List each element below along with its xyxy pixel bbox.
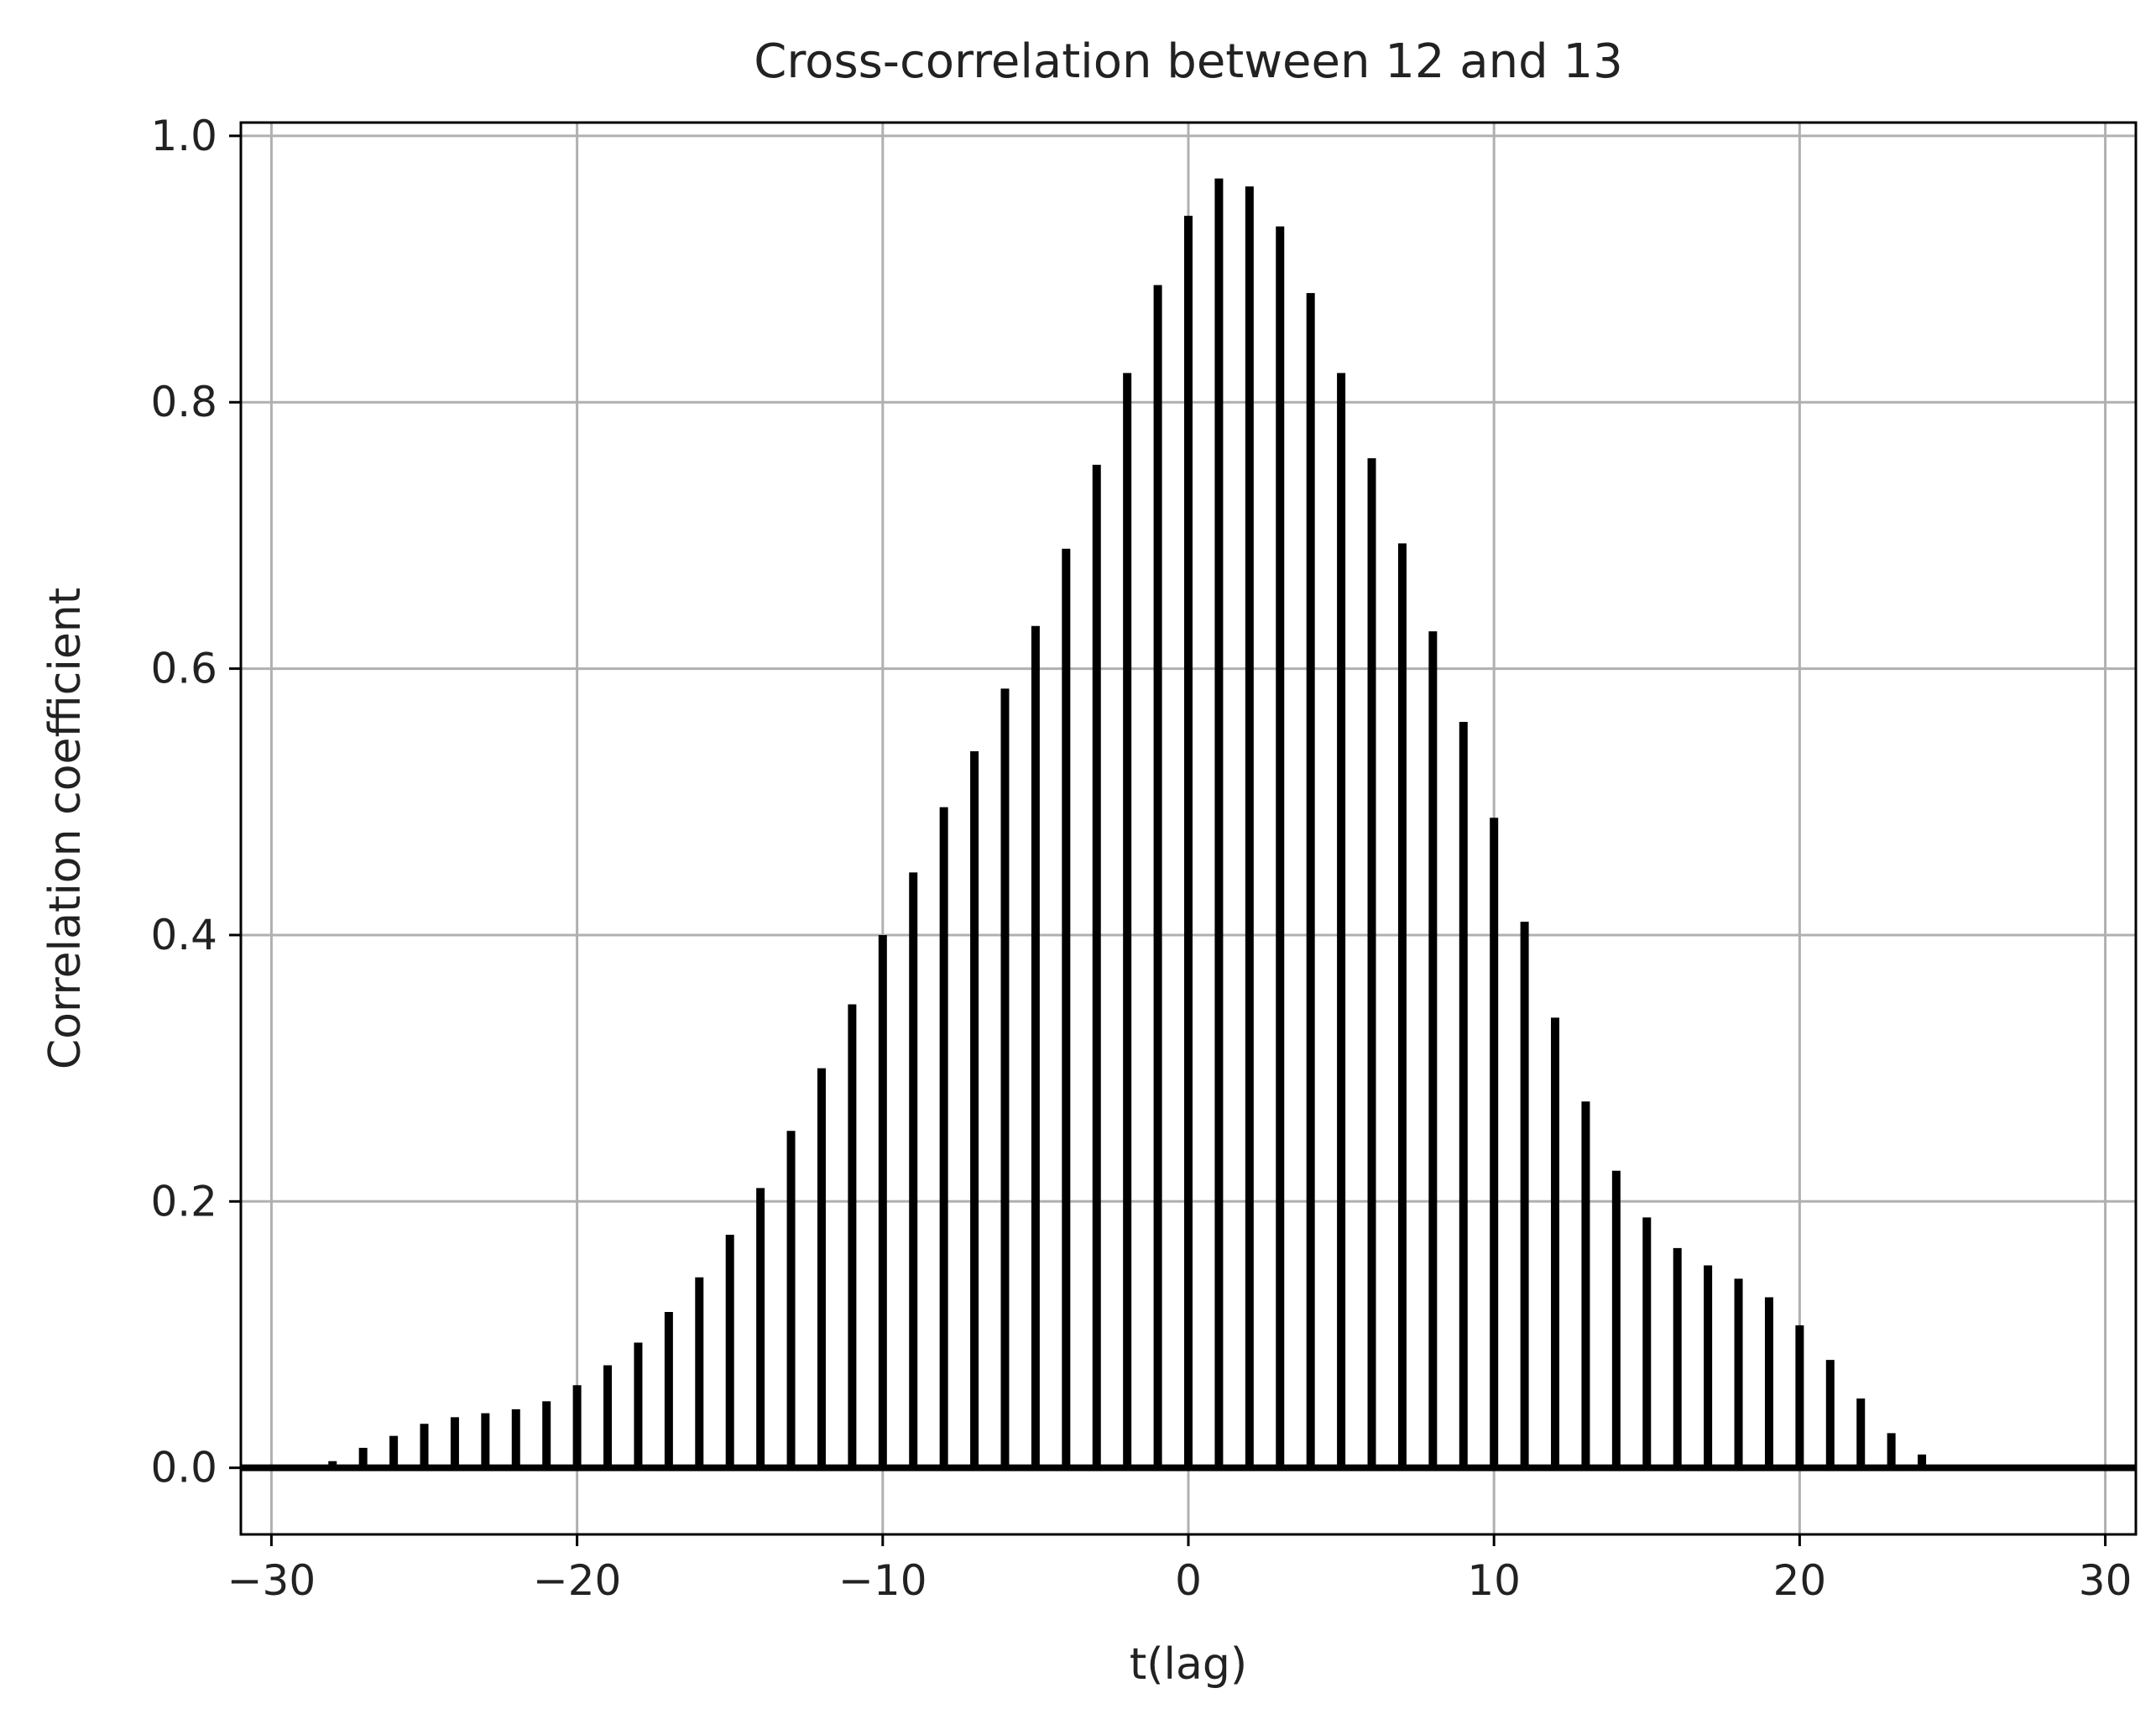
x-axis-label: t(lag): [1130, 1639, 1247, 1690]
bars: [328, 178, 1927, 1468]
chart-title: Cross-correlation between 12 and 13: [754, 34, 1622, 89]
x-tick-label: −30: [227, 1556, 316, 1605]
y-axis: 0.0 0.2 0.4 0.6 0.8 1.0: [150, 112, 241, 1492]
y-tick-label: 0.6: [150, 645, 217, 693]
y-tick-label: 1.0: [150, 112, 217, 160]
y-tick-label: 0.8: [150, 378, 217, 426]
x-tick-label: −10: [838, 1556, 927, 1605]
x-tick-label: 30: [2079, 1556, 2133, 1605]
y-tick-label: 0.4: [150, 911, 217, 959]
y-tick-label: 0.0: [150, 1444, 217, 1492]
x-tick-label: 20: [1773, 1556, 1827, 1605]
x-tick-label: 10: [1467, 1556, 1521, 1605]
x-tick-label: −20: [533, 1556, 622, 1605]
x-tick-label: 0: [1175, 1556, 1202, 1605]
x-axis: −30 −20 −10 0 10 20 30: [227, 1534, 2133, 1605]
y-tick-label: 0.2: [150, 1177, 217, 1226]
y-axis-label: Correlation coefficient: [40, 588, 91, 1069]
